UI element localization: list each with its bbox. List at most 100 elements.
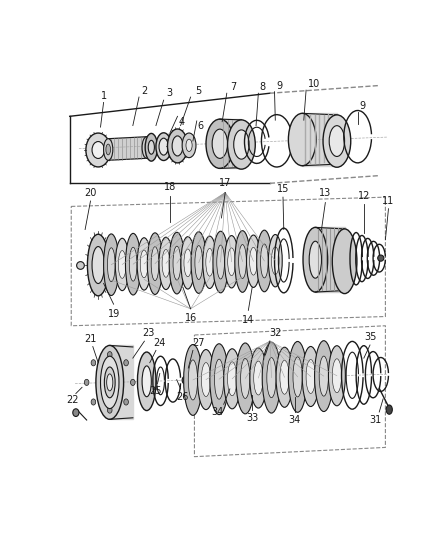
Ellipse shape: [131, 379, 135, 385]
Text: 13: 13: [319, 188, 332, 198]
Ellipse shape: [173, 246, 181, 280]
Ellipse shape: [198, 350, 215, 409]
Ellipse shape: [262, 342, 281, 413]
Text: 9: 9: [359, 101, 365, 110]
Ellipse shape: [91, 399, 96, 405]
Text: 23: 23: [142, 328, 155, 338]
Ellipse shape: [213, 231, 228, 293]
Ellipse shape: [280, 360, 289, 394]
Ellipse shape: [172, 136, 183, 156]
Polygon shape: [108, 137, 147, 160]
Ellipse shape: [332, 359, 342, 393]
Text: 10: 10: [307, 79, 320, 89]
Ellipse shape: [302, 346, 319, 407]
Ellipse shape: [147, 233, 163, 294]
Polygon shape: [110, 345, 133, 419]
Text: 9: 9: [276, 80, 282, 91]
Ellipse shape: [224, 349, 240, 409]
Ellipse shape: [124, 360, 128, 366]
Ellipse shape: [91, 360, 96, 366]
Ellipse shape: [182, 133, 196, 158]
Ellipse shape: [85, 379, 89, 385]
Ellipse shape: [142, 366, 151, 397]
Ellipse shape: [156, 133, 171, 160]
Ellipse shape: [212, 129, 228, 158]
Text: 1: 1: [101, 91, 106, 101]
Text: 21: 21: [84, 334, 97, 344]
Ellipse shape: [329, 126, 345, 157]
Ellipse shape: [323, 115, 351, 167]
Ellipse shape: [309, 241, 321, 278]
Ellipse shape: [125, 233, 141, 295]
Text: 34: 34: [212, 407, 224, 417]
Ellipse shape: [201, 362, 211, 397]
Text: 15: 15: [277, 184, 289, 193]
Ellipse shape: [77, 262, 85, 269]
Ellipse shape: [250, 348, 267, 408]
Text: 24: 24: [154, 338, 166, 348]
Text: 4: 4: [178, 117, 184, 127]
Ellipse shape: [217, 245, 224, 279]
Ellipse shape: [206, 248, 214, 276]
Ellipse shape: [182, 376, 188, 384]
Ellipse shape: [92, 247, 104, 284]
Ellipse shape: [96, 345, 124, 419]
Text: 27: 27: [192, 338, 205, 348]
Text: 20: 20: [84, 188, 97, 198]
Ellipse shape: [206, 119, 234, 168]
Text: 22: 22: [67, 395, 79, 406]
Ellipse shape: [86, 133, 110, 167]
Polygon shape: [302, 114, 337, 166]
Text: 18: 18: [164, 182, 176, 192]
Ellipse shape: [118, 251, 126, 278]
Text: 34: 34: [288, 415, 300, 425]
Ellipse shape: [181, 237, 195, 289]
Ellipse shape: [386, 405, 392, 414]
Ellipse shape: [145, 133, 158, 161]
Ellipse shape: [151, 247, 159, 280]
Ellipse shape: [129, 247, 137, 281]
Ellipse shape: [167, 129, 187, 163]
Ellipse shape: [107, 248, 115, 281]
Ellipse shape: [293, 357, 302, 397]
Ellipse shape: [104, 367, 115, 398]
Ellipse shape: [267, 358, 276, 398]
Ellipse shape: [124, 399, 128, 405]
Ellipse shape: [236, 343, 254, 414]
Ellipse shape: [288, 342, 307, 413]
Ellipse shape: [288, 114, 316, 166]
Ellipse shape: [162, 249, 170, 277]
Ellipse shape: [103, 234, 119, 295]
Text: 12: 12: [358, 191, 370, 201]
Ellipse shape: [140, 250, 148, 278]
Ellipse shape: [92, 142, 104, 158]
Text: 19: 19: [107, 309, 120, 319]
Ellipse shape: [107, 407, 112, 413]
Ellipse shape: [328, 346, 346, 406]
Ellipse shape: [240, 358, 250, 399]
Ellipse shape: [268, 235, 282, 287]
Ellipse shape: [319, 356, 328, 396]
Ellipse shape: [254, 361, 263, 395]
Text: 8: 8: [259, 82, 265, 92]
Ellipse shape: [195, 246, 203, 279]
Ellipse shape: [378, 255, 384, 261]
Ellipse shape: [239, 245, 246, 278]
Text: 25: 25: [150, 386, 162, 396]
Text: 26: 26: [177, 392, 189, 401]
Ellipse shape: [73, 409, 79, 416]
Ellipse shape: [88, 234, 109, 296]
Polygon shape: [315, 228, 345, 292]
Ellipse shape: [306, 360, 315, 393]
Ellipse shape: [215, 359, 224, 399]
Ellipse shape: [228, 248, 235, 276]
Ellipse shape: [261, 244, 268, 278]
Ellipse shape: [184, 344, 202, 415]
Ellipse shape: [257, 230, 272, 292]
Ellipse shape: [138, 352, 156, 410]
Ellipse shape: [191, 232, 206, 293]
Ellipse shape: [186, 139, 192, 151]
Ellipse shape: [272, 247, 279, 274]
Ellipse shape: [103, 139, 113, 160]
Ellipse shape: [159, 237, 173, 289]
